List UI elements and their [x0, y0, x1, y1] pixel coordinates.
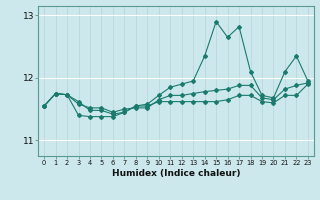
X-axis label: Humidex (Indice chaleur): Humidex (Indice chaleur) — [112, 169, 240, 178]
